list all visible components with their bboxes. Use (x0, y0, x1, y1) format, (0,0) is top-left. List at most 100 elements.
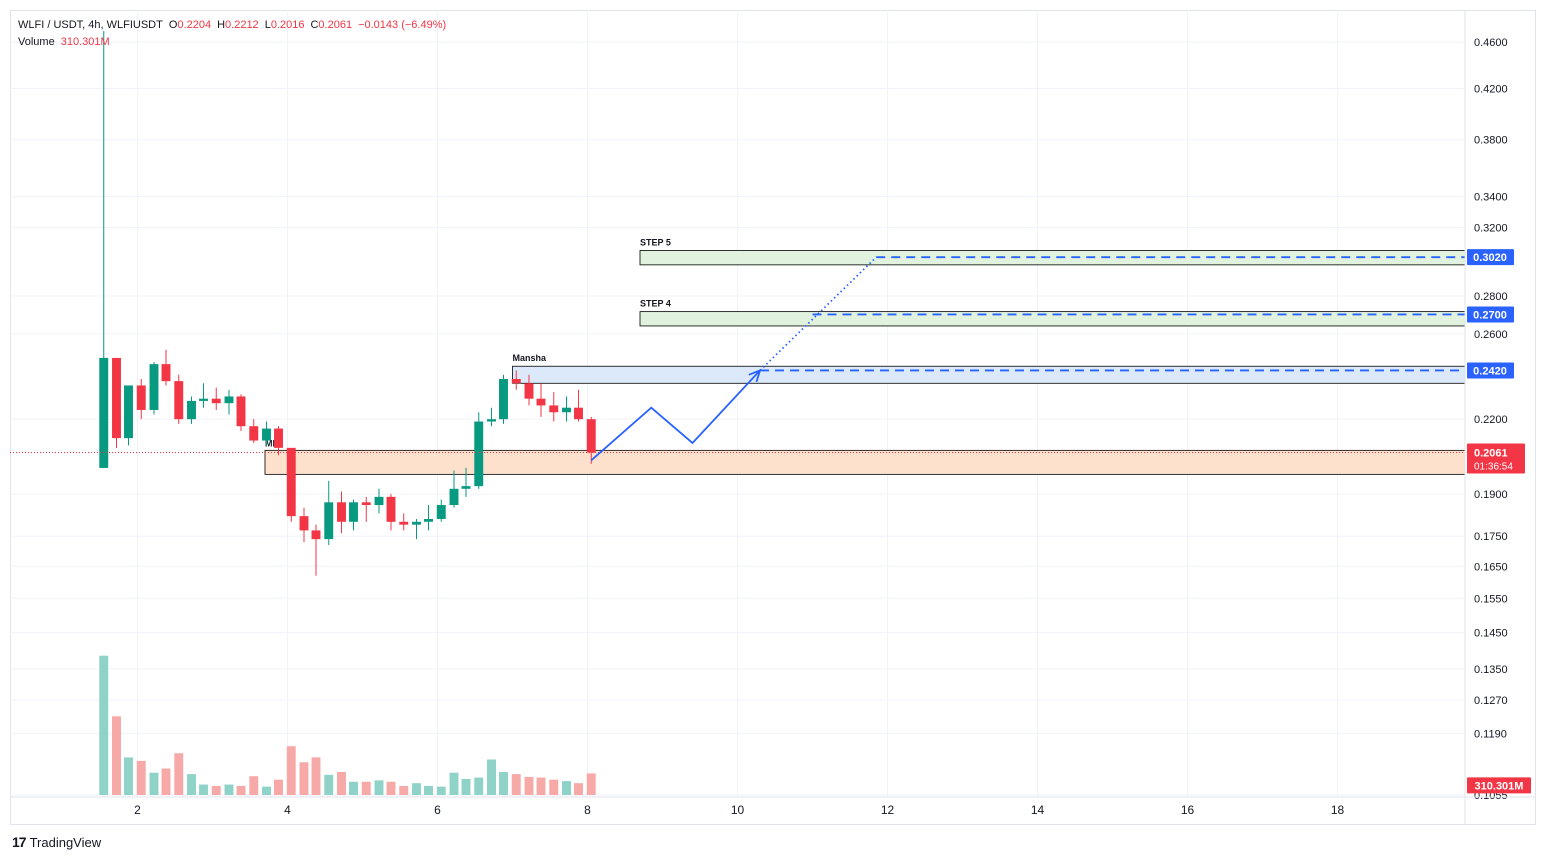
volume-label[interactable]: Volume (18, 36, 55, 48)
candle-body (224, 396, 234, 404)
volume-bar (337, 772, 346, 795)
drawings (10, 256, 1465, 461)
volume-bar (236, 785, 246, 795)
close-label: C (310, 19, 319, 31)
candle-body (161, 364, 171, 382)
target-price-label-step5: 0.3020 (1473, 252, 1507, 264)
candle-body (412, 521, 421, 525)
zone-mk (264, 449, 1466, 475)
candle-body (436, 505, 446, 519)
volume-bar (361, 781, 371, 795)
legend-ohlc-row: WLFI / USDT, 4h, WLFIUSDT O0.2204 H0.2212 L… (18, 17, 452, 34)
zones: STEP 5 STEP 4 Mansha MK (264, 237, 1466, 475)
y-tick-label: 0.2800 (1474, 291, 1508, 303)
volume-tag (1467, 777, 1531, 794)
y-tick-label: 0.1450 (1474, 627, 1508, 639)
x-tick-label: 14 (1031, 803, 1045, 817)
volume-bar (224, 784, 234, 795)
low-value: 0.2016 (270, 19, 305, 31)
high-label: H (217, 19, 226, 31)
countdown-label: 01:36:54 (1474, 462, 1513, 473)
target-price-label-step4: 0.2700 (1473, 309, 1507, 321)
volume-bar (311, 757, 321, 795)
y-tick-label: 0.3800 (1474, 135, 1508, 147)
x-tick-label: 6 (434, 803, 441, 817)
volume-bars (99, 655, 596, 795)
volume-bar (549, 779, 559, 795)
volume-bar (211, 785, 221, 795)
y-tick-label: 0.2600 (1474, 329, 1508, 341)
y-tick-label: 0.1550 (1474, 593, 1508, 605)
volume-bar (586, 773, 596, 795)
legend: WLFI / USDT, 4h, WLFIUSDT O0.2204 H0.2212 L… (18, 17, 452, 51)
candle-body (337, 502, 346, 522)
x-tick-label: 8 (584, 803, 591, 817)
volume-bar (474, 777, 484, 795)
candle-body (424, 518, 433, 522)
volume-bar (136, 760, 146, 795)
volume-value: 310.301M (60, 36, 110, 48)
volume-bar (524, 776, 534, 795)
candle-body (274, 428, 283, 448)
close-value: 0.2061 (318, 19, 353, 31)
volume-bar (262, 786, 271, 795)
volume-bar (449, 772, 459, 795)
change-value: −0.0143 (−6.49%) (358, 19, 447, 31)
candle-body (386, 496, 396, 522)
candle-body (249, 426, 259, 441)
high-value: 0.2212 (225, 19, 259, 31)
volume-bar (274, 779, 283, 795)
candle-body (136, 385, 146, 410)
y-tick-label: 0.1270 (1474, 695, 1508, 707)
chart-frame (10, 10, 1536, 825)
low-label: L (264, 19, 271, 31)
candle-body (124, 385, 133, 439)
volume-bar (349, 781, 358, 795)
zone-label-step4: STEP 4 (640, 299, 671, 309)
candle-body (374, 496, 384, 506)
candle-body (99, 357, 109, 468)
legend-volume-row: Volume 310.301M (18, 34, 452, 51)
last-price-tag (1467, 443, 1525, 474)
zone-mansha (512, 365, 1466, 384)
target-price-tag-step5 (1467, 249, 1514, 266)
zone-label-mansha: Mansha (513, 353, 548, 363)
candle-body (112, 357, 121, 439)
brand-name: TradingView (29, 834, 102, 850)
volume-bar (386, 781, 396, 795)
volume-bar (99, 655, 109, 795)
candles (99, 31, 596, 576)
y-tick-label: 0.1350 (1474, 664, 1508, 676)
x-tick-label: 18 (1331, 803, 1345, 817)
candle-body (187, 400, 196, 420)
target-price-tag-step4 (1467, 306, 1514, 323)
candle-body (487, 419, 496, 422)
zone-label-step5: STEP 5 (640, 237, 671, 247)
x-tick-label: 2 (134, 803, 141, 817)
volume-bar (399, 785, 409, 795)
open-value: 0.2204 (177, 19, 212, 31)
volume-bar (499, 772, 508, 795)
volume-bar (112, 716, 121, 795)
volume-bar (374, 780, 384, 795)
last-price-label: 0.2061 (1474, 448, 1508, 460)
x-tick-label: 16 (1181, 803, 1195, 817)
volume-bar (412, 783, 421, 795)
symbol-title[interactable]: WLFI / USDT, 4h, WLFIUSDT (18, 19, 163, 31)
candle-body (499, 378, 508, 420)
y-tick-label: 0.2200 (1474, 414, 1508, 426)
y-tick-label: 0.4200 (1474, 84, 1508, 96)
y-tick-label: 0.1750 (1474, 531, 1508, 543)
y-tick-label: 0.1900 (1474, 489, 1508, 501)
x-tick-label: 12 (881, 803, 895, 817)
candle-body (324, 502, 334, 540)
volume-bar (436, 786, 446, 795)
candle-body (262, 428, 271, 441)
volume-bar (199, 784, 208, 795)
candle-body (236, 396, 246, 427)
volume-bar (511, 774, 521, 795)
volume-bar (324, 774, 334, 795)
tradingview-brand[interactable]: 17 TradingView (12, 834, 101, 850)
volume-bar (424, 785, 433, 795)
